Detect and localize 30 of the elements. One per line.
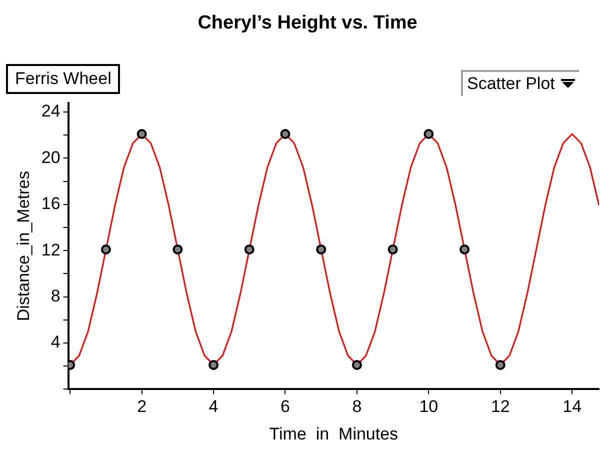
text: Scatter Plot — [467, 74, 555, 94]
point — [172, 244, 183, 254]
chart-title: Cheryl’s Height vs. Time — [198, 12, 418, 34]
y-tick-label: 8 — [50, 286, 60, 306]
x-tick-label: 14 — [562, 397, 582, 416]
x-tick-label: 10 — [419, 397, 438, 416]
point — [424, 128, 434, 139]
y-tick-label: 4 — [50, 332, 60, 352]
point — [100, 244, 111, 254]
point — [316, 244, 326, 254]
y-axis-title: Distance_in_Metres — [14, 170, 33, 322]
point — [280, 128, 290, 139]
point — [460, 244, 470, 254]
y-tick-label: 12 — [41, 240, 60, 260]
x-tick-label: 4 — [208, 397, 218, 416]
point — [352, 360, 362, 370]
x-tick-label: 8 — [352, 397, 362, 416]
point — [244, 244, 254, 254]
x-tick-label: 12 — [490, 397, 510, 416]
point — [495, 360, 506, 370]
x-tick-label: 2 — [137, 397, 147, 416]
point — [208, 360, 219, 370]
y-tick-label: 24 — [41, 102, 60, 121]
x-tick-label: 6 — [280, 397, 290, 416]
point — [388, 244, 398, 254]
x-axis-title: Time in Minutes — [269, 424, 398, 444]
text: Ferris Wheel — [6, 64, 120, 94]
y-tick-label: 20 — [41, 148, 60, 167]
y-tick-label: 16 — [41, 194, 60, 214]
point — [136, 128, 147, 139]
